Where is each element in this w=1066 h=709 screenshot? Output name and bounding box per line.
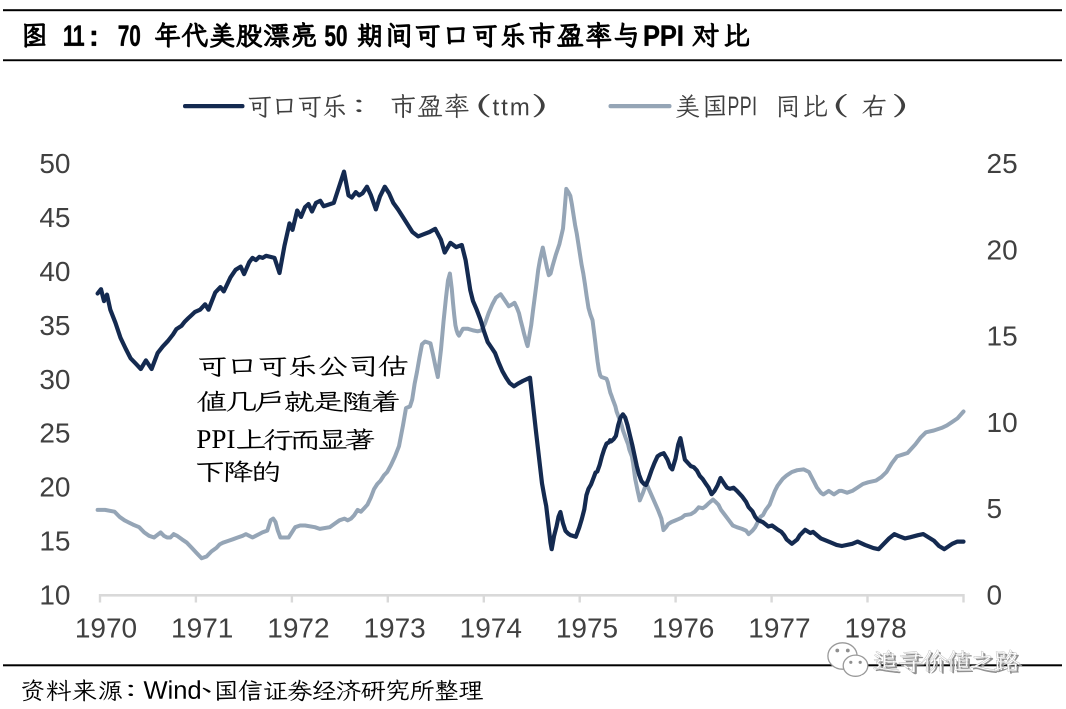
svg-text:1970: 1970 <box>75 613 137 644</box>
svg-text:1977: 1977 <box>748 613 810 644</box>
svg-text:25: 25 <box>39 418 70 449</box>
svg-text:20: 20 <box>987 234 1018 265</box>
svg-text:1973: 1973 <box>363 613 425 644</box>
svg-text:40: 40 <box>39 256 70 287</box>
svg-text:50: 50 <box>39 148 70 179</box>
svg-text:25: 25 <box>987 148 1018 179</box>
svg-text:1978: 1978 <box>844 613 906 644</box>
svg-text:1972: 1972 <box>267 613 329 644</box>
svg-text:10: 10 <box>39 580 70 611</box>
svg-text:5: 5 <box>987 493 1003 524</box>
svg-text:1971: 1971 <box>171 613 233 644</box>
svg-text:45: 45 <box>39 202 70 233</box>
svg-text:10: 10 <box>987 407 1018 438</box>
svg-text:15: 15 <box>987 321 1018 352</box>
svg-text:1975: 1975 <box>556 613 618 644</box>
svg-text:1974: 1974 <box>460 613 522 644</box>
svg-text:15: 15 <box>39 526 70 557</box>
svg-text:1976: 1976 <box>652 613 714 644</box>
svg-text:20: 20 <box>39 472 70 503</box>
svg-text:30: 30 <box>39 364 70 395</box>
svg-text:35: 35 <box>39 310 70 341</box>
svg-text:0: 0 <box>987 580 1003 611</box>
